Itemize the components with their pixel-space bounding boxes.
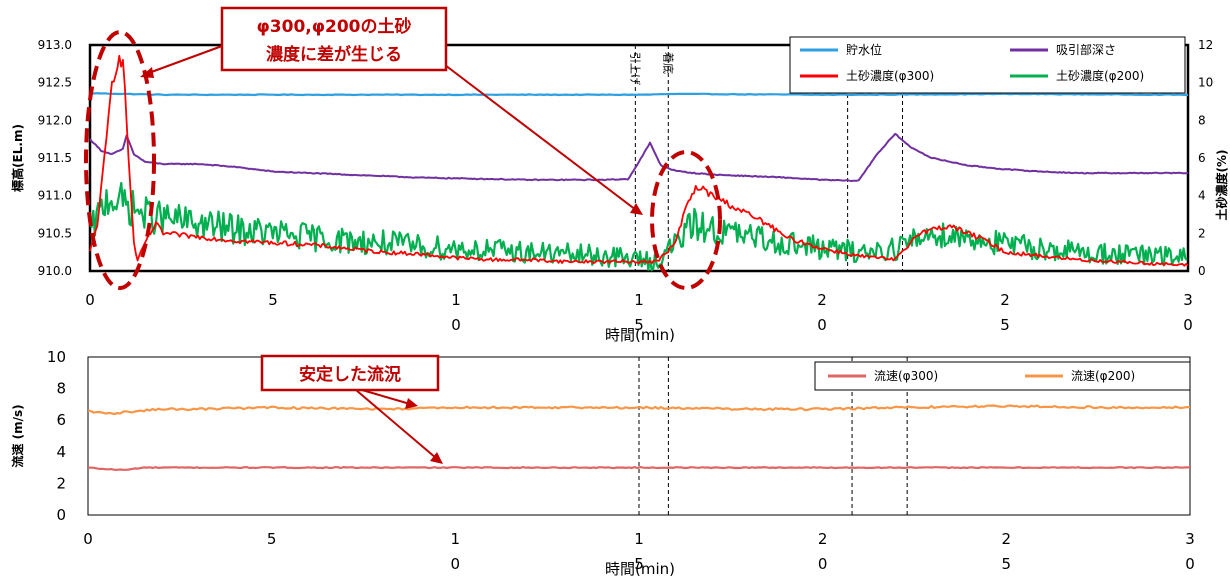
y-axis-title: 流速 (m/s) [10, 404, 25, 467]
y2-tick-label: 10 [1198, 76, 1213, 90]
x-tick-label: 2 [1002, 530, 1012, 548]
x-tick-label: 2 [818, 530, 828, 548]
y2-tick-label: 2 [1198, 226, 1206, 240]
x-tick-label: 1 [451, 530, 461, 548]
x-tick-label-line2: 0 [1185, 555, 1195, 573]
series-line-2 [89, 132, 1189, 182]
x-tick-label-line2: 5 [634, 316, 644, 334]
annotation-arrow [355, 389, 437, 459]
arrowhead [405, 398, 418, 409]
y2-axis-title: 土砂濃度(%) [1214, 150, 1229, 221]
y-axis-title: 標高(EL.m) [10, 124, 25, 192]
legend-label: 土砂濃度(φ200) [1056, 68, 1144, 83]
annotation-text: 濃度に差が生じる [266, 44, 402, 65]
series-line-1 [88, 466, 1190, 471]
x-tick-label: 1 [451, 291, 461, 309]
annotation-box [220, 6, 448, 72]
legend-box [789, 36, 1186, 94]
x-tick-label: 1 [634, 291, 644, 309]
y-tick-label: 8 [56, 380, 66, 398]
annotation-text: 安定した流況 [299, 364, 401, 385]
y-tick-label: 911.0 [38, 189, 72, 203]
annotation-box [260, 354, 440, 392]
x-tick-label-line2: 0 [451, 316, 461, 334]
x-tick-label-line2: 0 [451, 555, 461, 573]
x-tick-label-line2: 5 [1000, 316, 1010, 334]
chart2-annotation: 安定した流況 [260, 354, 443, 464]
x-tick-label-line2: 0 [818, 555, 828, 573]
event-label: 着底 [661, 52, 675, 74]
y2-tick-label: 4 [1198, 189, 1206, 203]
y-tick-label: 912.5 [38, 76, 72, 90]
y2-tick-label: 12 [1198, 38, 1213, 52]
y2-tick-label: 8 [1198, 113, 1206, 127]
arrowhead [430, 452, 443, 464]
series-line-2 [87, 404, 1191, 416]
y-tick-label: 6 [56, 411, 66, 429]
series-line-1 [89, 92, 1188, 97]
annotation-arrow [361, 389, 411, 405]
chart2-legend: 流速(φ300) 流速(φ200) [814, 361, 1191, 391]
arrowhead [140, 67, 154, 78]
x-axis-title: 時間(min) [605, 560, 675, 578]
y2-tick-label: 0 [1198, 264, 1206, 278]
y-tick-label: 4 [56, 443, 66, 461]
x-tick-label-line2: 0 [817, 316, 827, 334]
annotation-arrow [419, 45, 637, 211]
annotation-arrow [145, 45, 223, 75]
y-tick-label: 2 [56, 474, 66, 492]
annotation-text: φ300,φ200の土砂 [256, 16, 411, 37]
x-tick-label: 3 [1183, 291, 1193, 309]
x-tick-label: 0 [85, 291, 95, 309]
y-tick-label: 913.0 [38, 38, 72, 52]
x-tick-label: 5 [267, 530, 277, 548]
y2-tick-label: 6 [1198, 151, 1206, 165]
legend-label: 土砂濃度(φ300) [846, 68, 934, 83]
highlight-ellipse [650, 150, 722, 290]
legend-label: 貯水位 [846, 42, 882, 57]
x-tick-label: 5 [268, 291, 278, 309]
series-line-3 [89, 54, 1189, 267]
chart1-group: 910.0 910.5 911.0 911.5 912.0 912.5 913.0 0 2 4 6 8… [10, 6, 1229, 344]
y-tick-label: 910.5 [38, 226, 72, 240]
x-tick-label: 3 [1185, 530, 1195, 548]
x-tick-label: 1 [634, 530, 644, 548]
legend-label: 流速(φ300) [874, 369, 938, 383]
x-tick-label-line2: 5 [1002, 555, 1012, 573]
x-tick-label-line2: 0 [1183, 316, 1193, 334]
event-label: 引上げ [628, 52, 642, 85]
highlight-ellipse [84, 30, 156, 290]
legend-label: 流速(φ200) [1071, 369, 1135, 383]
legend-box [814, 361, 1191, 391]
x-tick-label: 2 [1000, 291, 1010, 309]
x-axis-title: 時間(min) [605, 326, 675, 344]
x-tick-label: 0 [83, 530, 93, 548]
y-tick-label: 911.5 [38, 151, 72, 165]
y-tick-label: 0 [56, 506, 66, 524]
x-tick-label: 2 [817, 291, 827, 309]
arrowhead [630, 203, 643, 215]
series-line-4 [89, 181, 1188, 272]
legend-label: 吸引部深さ [1056, 42, 1116, 57]
y-tick-label: 912.0 [38, 113, 72, 127]
y-tick-label: 910.0 [38, 264, 72, 278]
x-tick-label-line2: 5 [634, 555, 644, 573]
y-tick-label: 10 [47, 348, 66, 366]
